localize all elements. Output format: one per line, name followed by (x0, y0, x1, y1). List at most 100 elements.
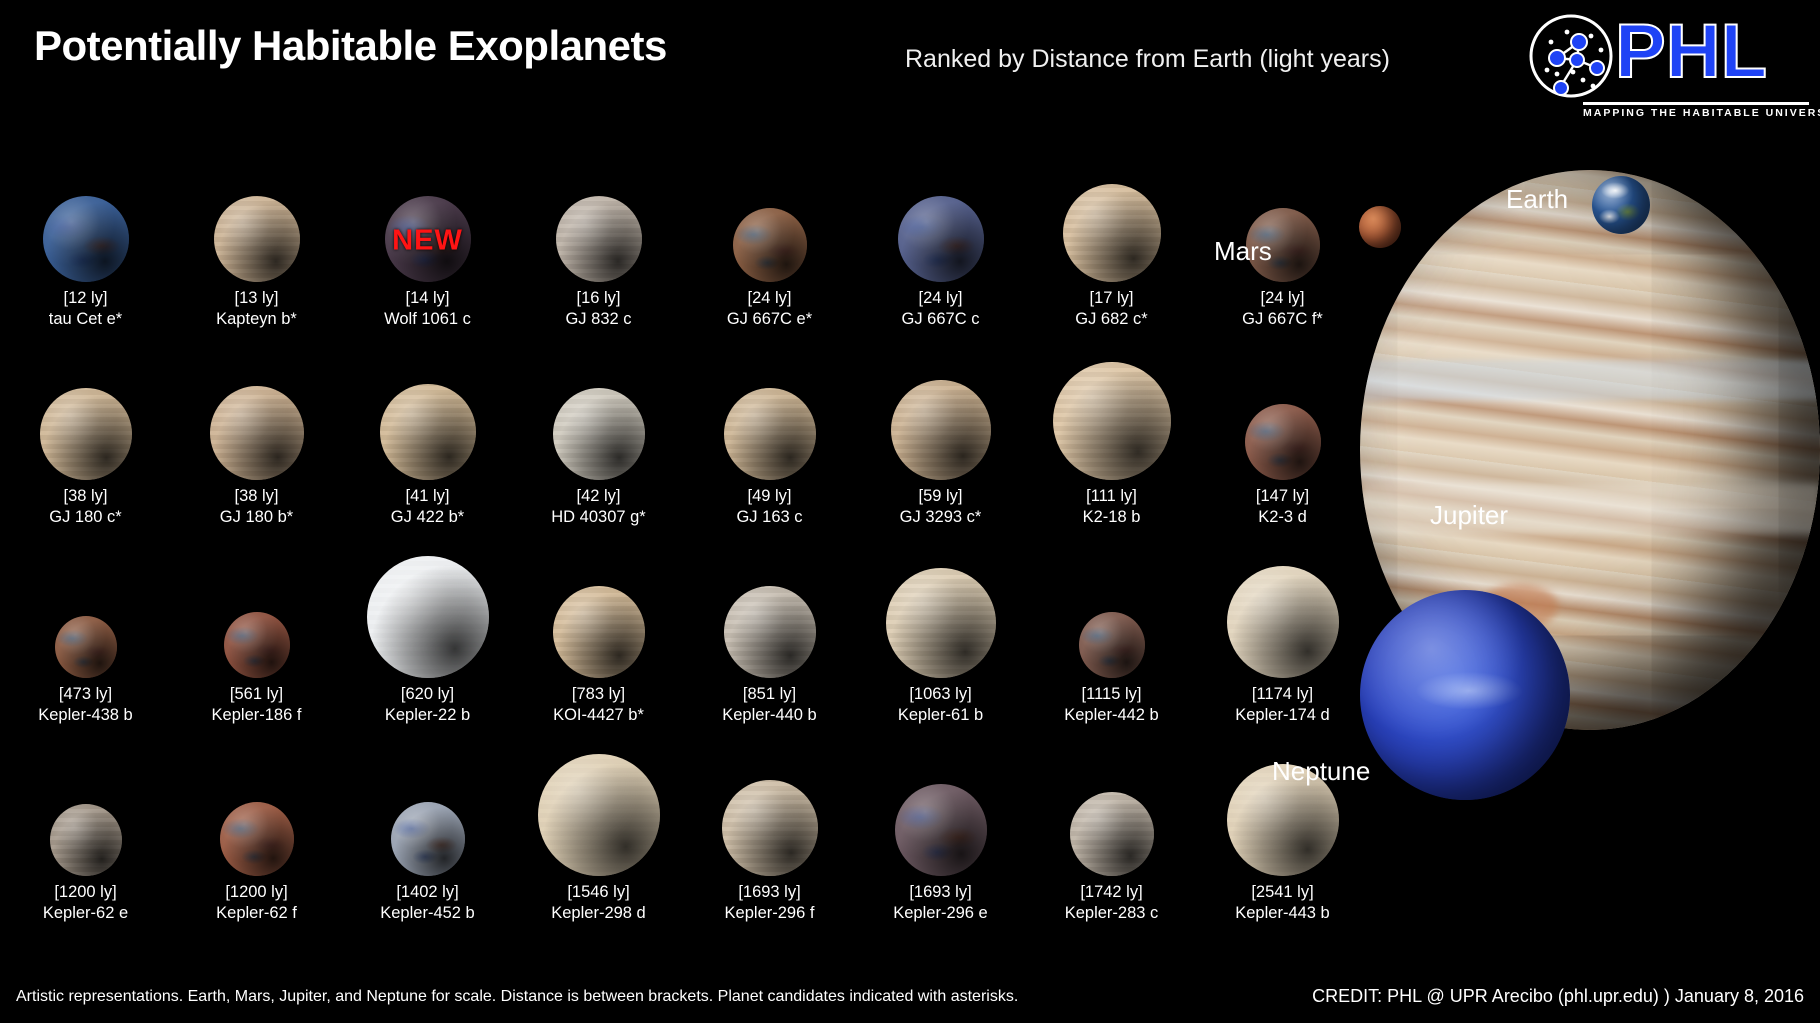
planet-label: [13 ly] Kapteyn b* (171, 288, 342, 330)
exoplanet-cell[interactable]: [17 ly] GJ 682 c* (1026, 184, 1197, 330)
planet-name: tau Cet e* (48, 310, 123, 329)
exoplanet-cell[interactable]: [1063 ly] Kepler-61 b (855, 568, 1026, 726)
planet-sphere[interactable] (1244, 404, 1321, 480)
exoplanet-cell[interactable]: [42 ly] HD 40307 g* (513, 388, 684, 528)
planet-label: [42 ly] HD 40307 g* (513, 486, 684, 528)
planet-sphere[interactable] (1052, 362, 1171, 480)
planet-distance: [1063 ly] (909, 685, 972, 703)
planet-name: GJ 180 b* (219, 508, 294, 527)
planet-label: [24 ly] GJ 667C c (855, 288, 1026, 330)
planet-name: Kepler-296 f (724, 904, 815, 923)
exoplanet-cell[interactable]: [49 ly] GJ 163 c (684, 388, 855, 528)
planet-name: Kepler-62 f (216, 904, 297, 923)
planet-distance: [111 ly] (1086, 487, 1137, 505)
exoplanet-cell[interactable]: [13 ly] Kapteyn b* (171, 196, 342, 330)
page-title: Potentially Habitable Exoplanets (34, 22, 667, 69)
planet-sphere[interactable] (390, 802, 465, 876)
planet-sphere[interactable]: NEW (384, 196, 471, 282)
exoplanet-cell[interactable]: [12 ly] tau Cet e* (0, 196, 171, 330)
page-subtitle: Ranked by Distance from Earth (light yea… (905, 45, 1390, 73)
planet-label: [16 ly] GJ 832 c (513, 288, 684, 330)
planet-sphere[interactable] (219, 802, 294, 876)
exoplanet-cell[interactable]: [24 ly] GJ 667C e* (684, 208, 855, 330)
exoplanet-cell[interactable]: [1693 ly] Kepler-296 e (855, 784, 1026, 924)
planet-distance: [14 ly] (405, 289, 450, 307)
exoplanet-cell[interactable]: [1115 ly] Kepler-442 b (1026, 612, 1197, 726)
planet-distance: [1693 ly] (738, 883, 801, 901)
planet-sphere[interactable] (897, 196, 984, 282)
exoplanet-cell[interactable]: [620 ly] Kepler-22 b (342, 556, 513, 726)
exoplanet-cell[interactable]: [851 ly] Kepler-440 b (684, 586, 855, 726)
planet-distance: [38 ly] (63, 487, 108, 505)
planet-name: GJ 832 c (565, 310, 632, 329)
earth-label: Earth (1506, 184, 1569, 214)
exoplanet-cell[interactable]: [2541 ly] Kepler-443 b (1197, 764, 1368, 924)
planet-sphere[interactable] (1078, 612, 1145, 678)
footnote: Artistic representations. Earth, Mars, J… (16, 988, 1019, 1005)
exoplanet-cell[interactable]: [1546 ly] Kepler-298 d (513, 754, 684, 924)
exoplanet-cell[interactable]: [111 ly] K2-18 b (1026, 362, 1197, 528)
planet-label: [1742 ly] Kepler-283 c (1026, 882, 1197, 924)
planet-distance: [41 ly] (405, 487, 450, 505)
exoplanet-cell[interactable]: NEW [14 ly] Wolf 1061 c (342, 196, 513, 330)
exoplanet-cell[interactable]: [24 ly] GJ 667C f* (1197, 208, 1368, 330)
planet-sphere[interactable] (1245, 208, 1320, 282)
planet-distance: [1546 ly] (567, 883, 630, 901)
planet-name: GJ 3293 c* (899, 508, 982, 527)
exoplanet-cell[interactable]: [783 ly] KOI-4427 b* (513, 586, 684, 726)
planet-sphere[interactable] (42, 196, 129, 282)
planet-label: [1200 ly] Kepler-62 f (171, 882, 342, 924)
exoplanet-cell[interactable]: [38 ly] GJ 180 c* (0, 388, 171, 528)
planet-name: GJ 667C f* (1242, 310, 1323, 329)
exoplanet-cell[interactable]: [1693 ly] Kepler-296 f (684, 780, 855, 924)
exoplanet-cell[interactable]: [59 ly] GJ 3293 c* (855, 380, 1026, 528)
planet-sphere[interactable] (1069, 792, 1154, 876)
planet-sphere[interactable] (366, 556, 489, 678)
planet-sphere[interactable] (732, 208, 807, 282)
exoplanet-cell[interactable]: [1200 ly] Kepler-62 f (171, 802, 342, 924)
planet-sphere[interactable] (555, 196, 642, 282)
planet-sphere[interactable] (39, 388, 132, 480)
exoplanet-cell[interactable]: [1742 ly] Kepler-283 c (1026, 792, 1197, 924)
planet-sphere[interactable] (885, 568, 996, 678)
exoplanet-cell[interactable]: [473 ly] Kepler-438 b (0, 616, 171, 726)
planet-sphere[interactable] (223, 612, 290, 678)
planet-sphere[interactable] (54, 616, 117, 678)
planet-sphere[interactable] (552, 388, 645, 480)
planet-name: Kapteyn b* (216, 310, 297, 329)
exoplanet-cell[interactable]: [1402 ly] Kepler-452 b (342, 802, 513, 924)
planet-sphere[interactable] (894, 784, 987, 876)
planet-sphere[interactable] (537, 754, 660, 876)
planet-sphere[interactable] (1226, 764, 1339, 876)
planet-distance: [16 ly] (576, 289, 621, 307)
planet-sphere[interactable] (49, 804, 122, 876)
planet-sphere[interactable] (721, 780, 818, 876)
exoplanet-cell[interactable]: [41 ly] GJ 422 b* (342, 384, 513, 528)
exoplanet-cell[interactable]: [16 ly] GJ 832 c (513, 196, 684, 330)
planet-name: Kepler-452 b (380, 904, 475, 923)
planet-sphere[interactable] (1226, 566, 1339, 678)
logo-tagline: MAPPING THE HABITABLE UNIVERSE (1583, 107, 1820, 119)
planet-sphere[interactable] (213, 196, 300, 282)
exoplanet-cell[interactable]: [38 ly] GJ 180 b* (171, 386, 342, 528)
planet-sphere[interactable] (1062, 184, 1161, 282)
planet-sphere[interactable] (890, 380, 991, 480)
planet-sphere[interactable] (552, 586, 645, 678)
exoplanet-cell[interactable]: [1174 ly] Kepler-174 d (1197, 566, 1368, 726)
planet-name: Wolf 1061 c (384, 310, 471, 329)
exoplanet-cell[interactable]: [561 ly] Kepler-186 f (171, 612, 342, 726)
planet-sphere[interactable] (723, 586, 816, 678)
planet-name: GJ 422 b* (390, 508, 465, 527)
exoplanet-cell[interactable]: [24 ly] GJ 667C c (855, 196, 1026, 330)
planet-label: [24 ly] GJ 667C f* (1197, 288, 1368, 330)
planet-sphere[interactable] (209, 386, 304, 480)
planet-sphere[interactable] (723, 388, 816, 480)
exoplanet-cell[interactable]: [147 ly] K2-3 d (1197, 404, 1368, 528)
planet-sphere[interactable] (379, 384, 476, 480)
neptune-sphere (1360, 590, 1570, 800)
planet-distance: [561 ly] (229, 685, 284, 703)
exoplanet-cell[interactable]: [1200 ly] Kepler-62 e (0, 804, 171, 924)
planet-distance: [620 ly] (400, 685, 455, 703)
planet-label: [1402 ly] Kepler-452 b (342, 882, 513, 924)
planet-label: [24 ly] GJ 667C e* (684, 288, 855, 330)
